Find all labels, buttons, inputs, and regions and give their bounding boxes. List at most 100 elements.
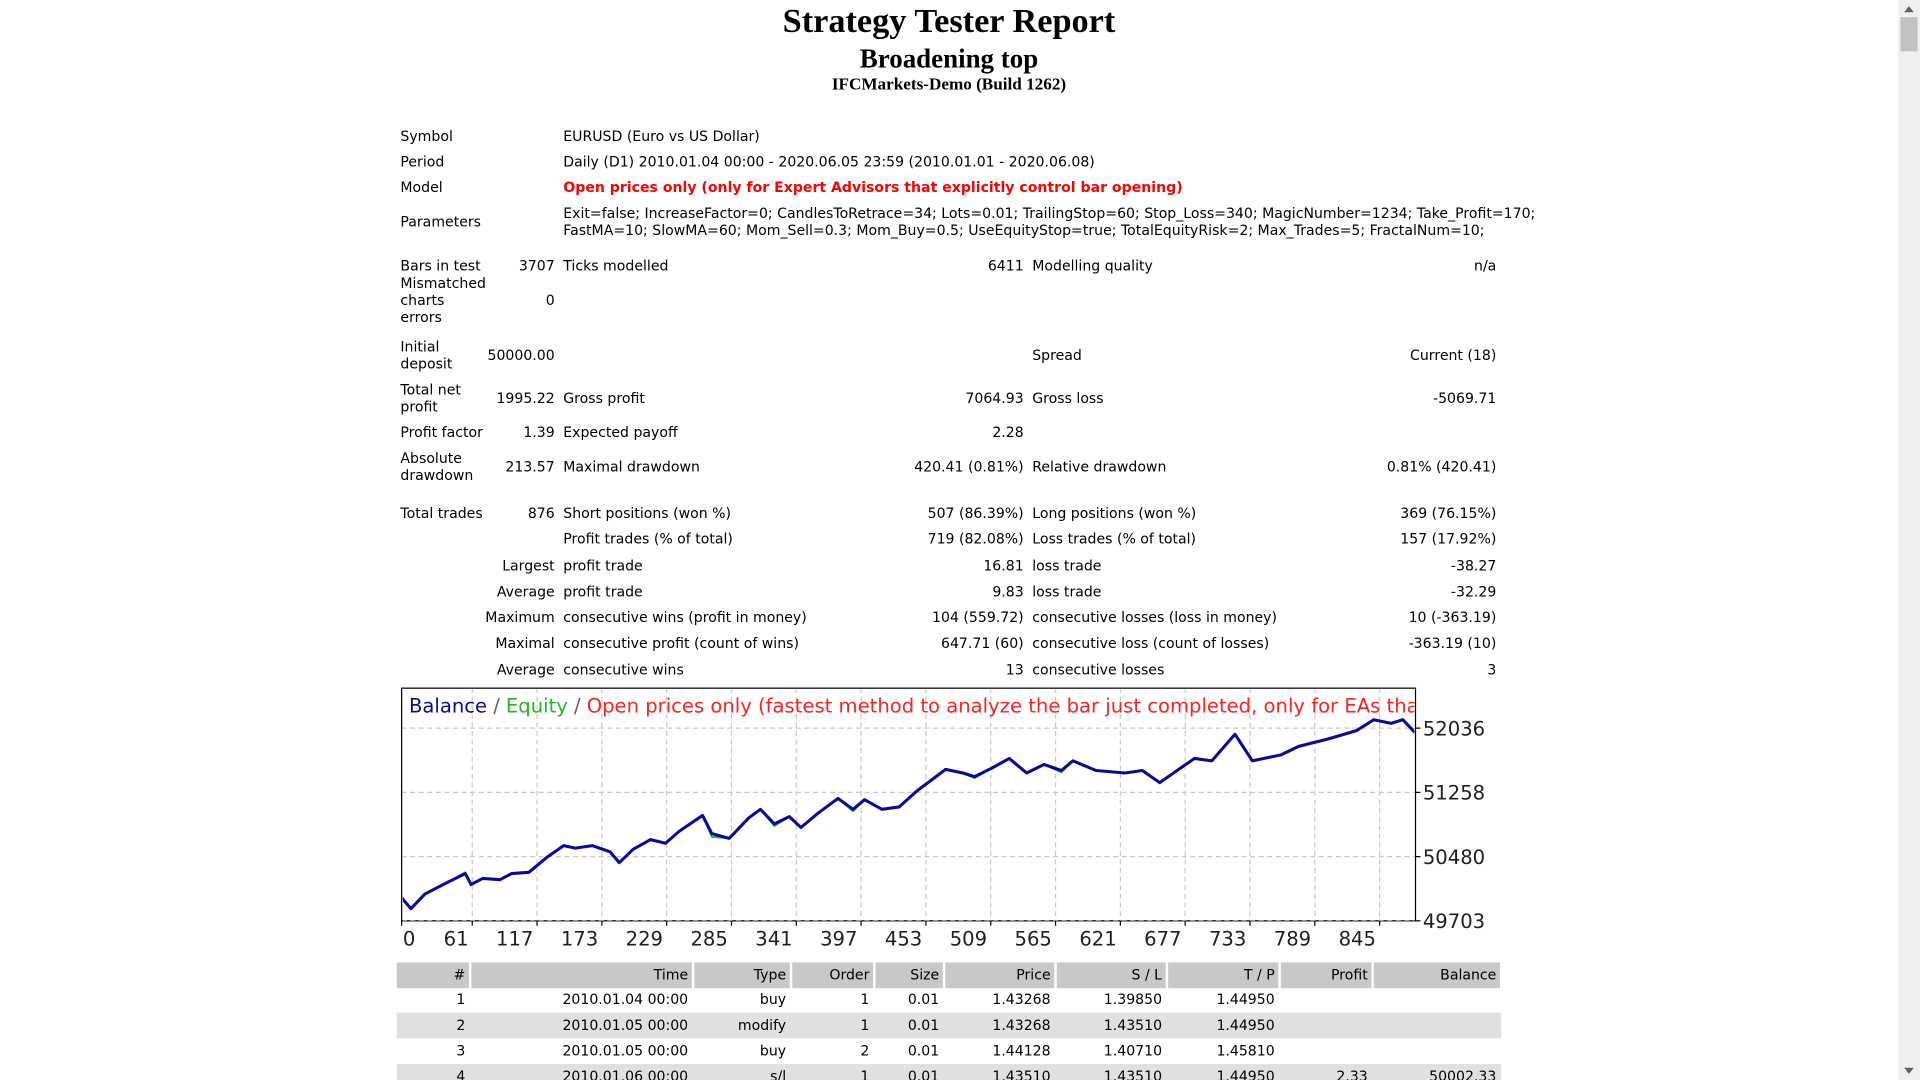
y-tick-label: 50480 <box>1423 846 1485 869</box>
stat-value: Largest <box>502 557 555 575</box>
stat-value: 13 <box>1005 661 1024 679</box>
x-tick-label: 845 <box>1339 927 1376 950</box>
report-strategy: Broadening top <box>859 42 1039 74</box>
table-cell: 2 <box>860 1042 870 1060</box>
stat-value: 647.71 (60) <box>941 634 1024 652</box>
info-value: Daily (D1) 2010.01.04 00:00 - 2020.06.05… <box>563 143 1494 170</box>
table-header: Time <box>471 962 692 989</box>
stat-value: 876 <box>527 504 555 522</box>
scroll-up[interactable] <box>1904 6 1914 13</box>
y-tick-label: 51258 <box>1423 782 1485 805</box>
x-tick-label: 117 <box>496 927 533 950</box>
table-header: Balance <box>1373 962 1500 989</box>
stat-label: Profit factor <box>400 423 483 441</box>
stat-value: Maximal <box>495 634 555 652</box>
stat-value: 213.57 <box>505 457 555 476</box>
stat-value: 3707 <box>518 257 555 275</box>
table-cell: 0.01 <box>907 1042 940 1060</box>
table-cell: 2.33 <box>1336 1067 1368 1080</box>
table-cell: 1.43510 <box>1103 1067 1163 1080</box>
axes: 49703 50480 51258 52036 0 61 117 173 229 285 341 39… <box>401 717 1485 950</box>
x-tick-label: 397 <box>820 927 857 950</box>
stat-value: 369 (76.15%) <box>1400 504 1497 522</box>
x-tick-label: 789 <box>1274 927 1311 950</box>
stat-value: -363.19 (10) <box>1408 634 1497 652</box>
table-cell: 0.01 <box>907 1016 940 1034</box>
table-cell: 1 <box>860 990 870 1008</box>
stat-label: Short positions (won %) <box>563 504 732 522</box>
stat-value: 420.41 (0.81%) <box>914 457 1024 476</box>
stat-value: 0.81% (420.41) <box>1386 457 1497 476</box>
stat-value: 7064.93 <box>965 389 1024 407</box>
stat-label: Spread <box>1032 346 1082 364</box>
info-label: Parameters <box>400 213 482 231</box>
table-header: T / P <box>1168 962 1279 989</box>
legend-separator: / <box>574 695 581 718</box>
info-label: Symbol <box>400 127 453 145</box>
y-tick-label: 52036 <box>1423 717 1485 740</box>
x-tick-label: 229 <box>626 927 663 950</box>
stat-value: 157 (17.92%) <box>1400 530 1497 548</box>
stat-value: 9.83 <box>992 582 1024 600</box>
stat-value: Average <box>496 582 555 600</box>
table-cell: 1.45810 <box>1216 1042 1275 1060</box>
stat-value: 1.39 <box>523 423 555 441</box>
legend-model: Open prices only (fastest method to anal… <box>587 695 1613 718</box>
table-cell: 1.44128 <box>992 1042 1051 1060</box>
series-line <box>402 718 1415 911</box>
legend: Balance / Equity / Open prices only (fastest… <box>409 695 1613 718</box>
info-label: Period <box>400 153 445 171</box>
info-value-line: Exit=false; IncreaseFactor=0; CandlesToR… <box>563 204 1536 222</box>
x-tick-label: 285 <box>690 927 727 950</box>
table-cell: 1 <box>456 990 466 1008</box>
stat-label: profit trade <box>563 582 643 600</box>
info-value: Exit=false; IncreaseFactor=0; CandlesToR… <box>563 203 1536 238</box>
table-cell: 4 <box>456 1067 466 1080</box>
table-cell: modify <box>737 1016 787 1034</box>
stat-label: consecutive wins (profit in money) <box>563 608 807 626</box>
scroll-thumb[interactable] <box>1900 17 1918 52</box>
scrollbar[interactable] <box>1897 0 1920 1080</box>
stat-label: Long positions (won %) <box>1032 504 1197 522</box>
table-cell: 1.43268 <box>992 1016 1051 1034</box>
table-cell: 50002.33 <box>1429 1067 1497 1080</box>
stat-value: -38.27 <box>1450 557 1497 575</box>
stat-value: Current (18) <box>1410 346 1497 364</box>
stat-label: Relative drawdown <box>1032 457 1167 476</box>
x-tick-label: 621 <box>1079 927 1116 950</box>
legend-equity: Equity <box>506 695 568 718</box>
info-value: Open prices only (only for Expert Adviso… <box>563 169 1494 196</box>
info-value-line: EURUSD (Euro vs US Dollar) <box>563 127 760 145</box>
scroll-track <box>1897 0 1920 1080</box>
stat-label: consecutive profit (count of wins) <box>563 634 799 652</box>
scroll-down[interactable] <box>1904 1067 1914 1074</box>
table-cell: 1.43510 <box>1103 1016 1163 1034</box>
table-cell: 2010.01.05 00:00 <box>562 1042 689 1060</box>
table-header: Price <box>945 962 1055 989</box>
stat-label: Maximal drawdown <box>563 457 700 476</box>
stat-label: Initial deposit <box>400 337 453 373</box>
stat-label: Modelling quality <box>1032 257 1153 275</box>
stat-label: Total net profit <box>400 380 461 416</box>
stat-label: consecutive losses (loss in money) <box>1032 608 1278 626</box>
info-value-line: Open prices only (only for Expert Adviso… <box>563 178 1183 196</box>
stat-label: Absolute drawdown <box>400 449 474 484</box>
stat-value: 16.81 <box>983 557 1024 575</box>
table-cell: 2 <box>456 1016 466 1034</box>
legend-balance: Balance <box>409 695 487 718</box>
x-tick-label: 565 <box>1015 927 1052 950</box>
table-cell: 2010.01.06 00:00 <box>562 1067 689 1080</box>
stat-label: consecutive losses <box>1032 661 1165 679</box>
chart-frame <box>401 687 1417 922</box>
table-header: Profit <box>1280 962 1372 989</box>
stat-value: 719 (82.08%) <box>927 530 1024 548</box>
stat-value: 6411 <box>987 257 1024 275</box>
table-cell: buy <box>759 1042 787 1060</box>
table-cell: 1.39850 <box>1103 990 1163 1008</box>
stat-label: consecutive wins <box>563 661 684 679</box>
table-cell: 2010.01.04 00:00 <box>562 990 689 1008</box>
table-cell: 1.44950 <box>1216 1016 1275 1034</box>
stat-label: consecutive loss (count of losses) <box>1032 634 1270 652</box>
table-header: S / L <box>1056 962 1166 989</box>
